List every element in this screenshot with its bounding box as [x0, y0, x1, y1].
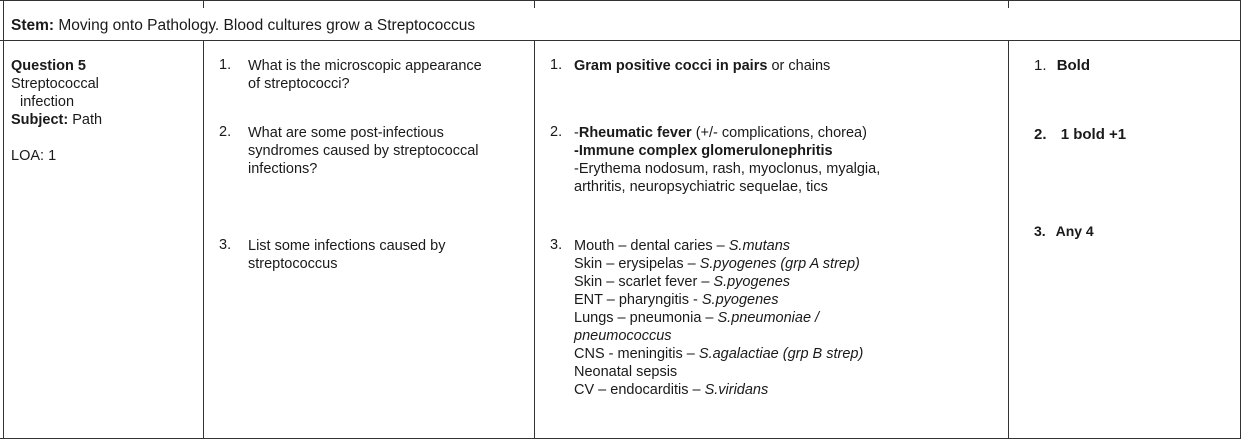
a3-item: Skin – erysipelas – S.pyogenes (grp A st…	[574, 255, 863, 273]
table-right-border	[1240, 0, 1241, 439]
prev-row-divider-3	[1008, 0, 1009, 8]
a1-rest: or chains	[771, 58, 831, 74]
a3-item-site: CV – endocarditis –	[574, 382, 705, 398]
mark-1-number: 1.	[1034, 57, 1047, 74]
a3-item-site: Mouth – dental caries –	[574, 238, 729, 254]
a3-item: Mouth – dental caries – S.mutans	[574, 237, 863, 255]
table-left-border	[3, 0, 4, 439]
col-divider-1	[203, 40, 204, 439]
a3-item-organism: S.mutans	[728, 238, 791, 254]
table-top-border	[0, 0, 1240, 1]
a2-line4: arthritis, neuropsychiatric sequelae, ti…	[574, 179, 828, 195]
subject-label: Subject:	[11, 112, 69, 128]
a3-item: CNS - meningitis – S.agalactiae (grp B s…	[574, 345, 863, 363]
mark-3-text: Any 4	[1055, 223, 1094, 239]
a3-item-organism: S.pyogenes	[713, 274, 791, 290]
a3-item: CV – endocarditis – S.viridans	[574, 381, 863, 399]
a3-item-site: Lungs – pneumonia –	[574, 310, 718, 326]
question-title: Question 5	[11, 58, 86, 74]
mark-3-number: 3.	[1034, 223, 1046, 239]
question-loa: LOA: 1	[11, 148, 57, 164]
a1-bold: Gram positive cocci in pairs	[574, 58, 768, 74]
a3-item-site: Neonatal sepsis	[574, 364, 678, 380]
a3-item-site: Skin – erysipelas –	[574, 256, 700, 272]
a3-item: ENT – pharyngitis - S.pyogenes	[574, 291, 863, 309]
a3-item: Skin – scarlet fever – S.pyogenes	[574, 273, 863, 291]
stem-row: Stem: Moving onto Pathology. Blood cultu…	[11, 17, 475, 35]
question-info-cell: Question 5 Streptococcal infection Subje…	[11, 57, 102, 165]
a1-number: 1.	[550, 57, 563, 73]
a3-item-organism: S.pyogenes	[701, 292, 779, 308]
q1-number: 1.	[219, 57, 232, 73]
a2-number: 2.	[550, 124, 563, 140]
a3-item-organism: S.pyogenes (grp A strep)	[699, 256, 860, 272]
q2-line3: infections?	[248, 161, 318, 177]
prev-row-divider-2	[534, 0, 535, 8]
col-divider-3	[1008, 40, 1009, 439]
stem-label: Stem:	[11, 17, 55, 34]
q3-line2: streptococcus	[248, 256, 338, 272]
stem-row-bottom-border	[0, 40, 1240, 41]
a3-item: pneumococcus	[574, 327, 863, 345]
a2-dash: -	[574, 125, 579, 141]
a3-item-site: Skin – scarlet fever –	[574, 274, 714, 290]
a3-item-organism: pneumococcus	[574, 328, 672, 344]
a3-item-organism: S.agalactiae (grp B strep)	[698, 346, 864, 362]
a2-line1-rest: (+/- complications, chorea)	[695, 125, 867, 141]
q3-line1: List some infections caused by	[248, 238, 446, 254]
question-topic-line2: infection	[20, 94, 75, 110]
stem-text: Moving onto Pathology. Blood cultures gr…	[58, 17, 476, 34]
q2-line2: syndromes caused by streptococcal	[248, 143, 479, 159]
q2-text: What are some post-infectious syndromes …	[248, 124, 479, 178]
a2-text: -Rheumatic fever (+/- complications, cho…	[574, 124, 880, 196]
a2-line1: -Rheumatic fever (+/- complications, cho…	[574, 124, 880, 142]
a2-rheumatic-fever: Rheumatic fever	[578, 125, 692, 141]
a1-text: Gram positive cocci in pairs or chains	[574, 57, 830, 75]
a3-item-site: ENT – pharyngitis -	[574, 292, 702, 308]
question-topic-line1: Streptococcal	[11, 76, 99, 92]
a3-list: Mouth – dental caries – S.mutans Skin – …	[574, 237, 863, 399]
a3-number: 3.	[550, 237, 563, 253]
table-bottom-border	[0, 438, 1240, 439]
subject-value: Path	[72, 112, 103, 128]
a3-item-site: CNS - meningitis –	[574, 346, 699, 362]
mark-2: 2. 1 bold +1	[1034, 126, 1126, 143]
col-divider-2	[534, 40, 535, 439]
question-subject: Subject: Path	[11, 111, 102, 129]
q1-line1: What is the microscopic appearance	[248, 58, 482, 74]
q3-number: 3.	[219, 237, 232, 253]
a2-line3: -Erythema nodosum, rash, myoclonus, myal…	[574, 161, 881, 177]
q3-text: List some infections caused by streptoco…	[248, 237, 445, 273]
mark-3: 3. Any 4	[1034, 223, 1094, 239]
a2-line2: -Immune complex glomerulonephritis	[574, 143, 833, 159]
a3-item: Lungs – pneumonia – S.pneumoniae /	[574, 309, 863, 327]
q2-number: 2.	[219, 124, 232, 140]
a3-item: Neonatal sepsis	[574, 363, 863, 381]
mark-2-number: 2.	[1034, 126, 1047, 143]
prev-row-divider-1	[203, 0, 204, 8]
a3-item-organism: S.viridans	[704, 382, 769, 398]
q1-line2: of streptococci?	[248, 76, 350, 92]
mark-1-text: Bold	[1056, 57, 1091, 74]
mark-1: 1. Bold	[1034, 57, 1090, 74]
q2-line1: What are some post-infectious	[248, 125, 444, 141]
q1-text: What is the microscopic appearance of st…	[248, 57, 482, 93]
mark-2-text: 1 bold +1	[1060, 126, 1127, 143]
a3-item-organism: S.pneumoniae /	[717, 310, 820, 326]
